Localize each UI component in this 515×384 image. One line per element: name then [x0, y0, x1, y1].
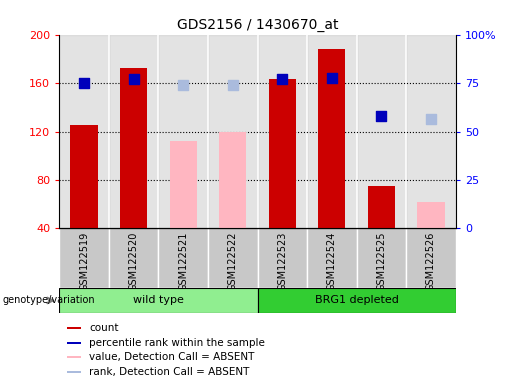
Bar [258, 228, 307, 288]
Bar [356, 228, 406, 288]
Bar [59, 288, 258, 313]
Bar [307, 228, 356, 288]
Text: GSM122526: GSM122526 [426, 232, 436, 291]
Text: GSM122521: GSM122521 [178, 232, 188, 291]
Text: GSM122520: GSM122520 [129, 232, 139, 291]
Point [229, 83, 237, 89]
Bar [109, 35, 158, 228]
Text: BRG1 depleted: BRG1 depleted [315, 295, 399, 306]
Bar [67, 327, 81, 329]
Point [328, 75, 336, 81]
Point [80, 80, 88, 86]
Text: wild type: wild type [133, 295, 184, 306]
Point [278, 76, 286, 83]
Text: GSM122519: GSM122519 [79, 232, 89, 291]
Bar [258, 35, 307, 228]
Text: value, Detection Call = ABSENT: value, Detection Call = ABSENT [89, 353, 254, 362]
Text: GSM122522: GSM122522 [228, 232, 238, 291]
Bar [59, 35, 109, 228]
Text: percentile rank within the sample: percentile rank within the sample [89, 338, 265, 348]
Text: count: count [89, 323, 118, 333]
Bar [169, 141, 197, 228]
Bar [120, 68, 147, 228]
Point [427, 116, 435, 122]
Bar [318, 49, 346, 228]
Title: GDS2156 / 1430670_at: GDS2156 / 1430670_at [177, 18, 338, 32]
Text: GSM122524: GSM122524 [327, 232, 337, 291]
Bar [406, 35, 456, 228]
Bar [158, 35, 208, 228]
Bar [208, 228, 258, 288]
Text: rank, Detection Call = ABSENT: rank, Detection Call = ABSENT [89, 367, 249, 377]
Bar [159, 228, 208, 288]
Bar [208, 35, 258, 228]
Bar [67, 371, 81, 373]
Point [179, 83, 187, 89]
Bar [356, 35, 406, 228]
Bar [67, 342, 81, 344]
Bar [368, 186, 395, 228]
Bar [406, 228, 456, 288]
Bar [417, 202, 444, 228]
Bar [258, 288, 456, 313]
Text: GSM122525: GSM122525 [376, 232, 386, 291]
Bar [307, 35, 356, 228]
Bar [67, 356, 81, 359]
Bar [219, 131, 246, 228]
Text: genotype/variation: genotype/variation [3, 295, 95, 306]
Bar [59, 228, 109, 288]
Bar [269, 79, 296, 228]
Text: GSM122523: GSM122523 [277, 232, 287, 291]
Point [129, 76, 138, 83]
Bar [109, 228, 159, 288]
Bar [71, 126, 98, 228]
Point [377, 113, 386, 119]
